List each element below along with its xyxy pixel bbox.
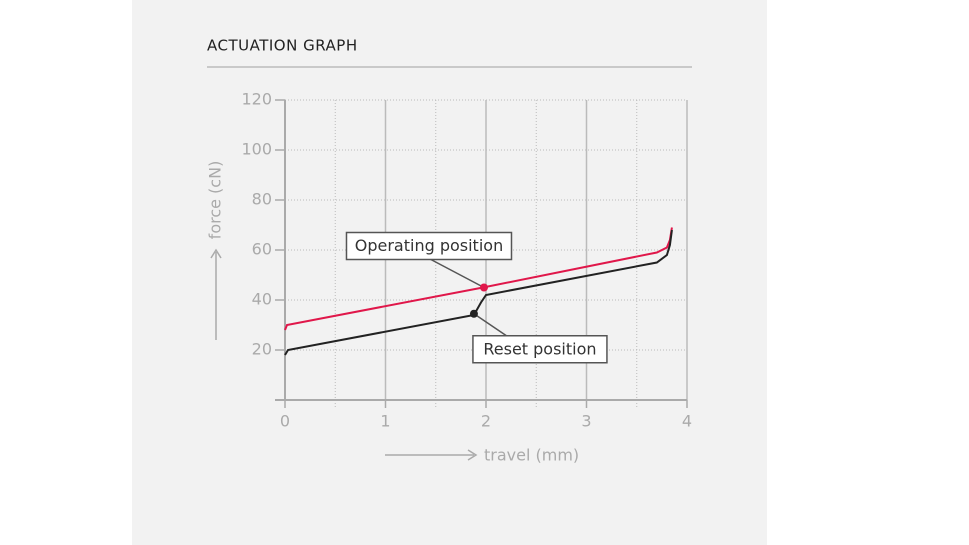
annotation-point (479, 283, 488, 292)
leader-line (428, 257, 485, 289)
x-tick-label: 4 (682, 412, 692, 431)
y-tick-label: 20 (252, 340, 272, 359)
chart-title: ACTUATION GRAPH (207, 37, 358, 55)
y-axis-label: force (cN) (206, 161, 225, 240)
x-axis-label: travel (mm) (484, 446, 579, 465)
panel (132, 0, 767, 545)
y-arrow-head (210, 248, 222, 259)
y-tick-label: 40 (252, 290, 272, 309)
y-tick-label: 100 (241, 140, 272, 159)
annotation-label: Reset position (483, 339, 596, 358)
x-tick-label: 2 (481, 412, 491, 431)
annotation-label: Operating position (355, 236, 503, 255)
x-tick-label: 0 (280, 412, 290, 431)
x-arrow-head (467, 449, 478, 461)
y-tick-label: 120 (241, 90, 272, 109)
series-line (284, 229, 673, 356)
annotation-box (472, 335, 608, 364)
annotation-point (469, 309, 478, 318)
y-tick-label: 60 (252, 240, 272, 259)
annotation-box (345, 231, 513, 261)
x-tick-label: 3 (581, 412, 591, 431)
y-tick-label: 80 (252, 190, 272, 209)
x-tick-label: 1 (380, 412, 390, 431)
leader-line (473, 313, 507, 337)
